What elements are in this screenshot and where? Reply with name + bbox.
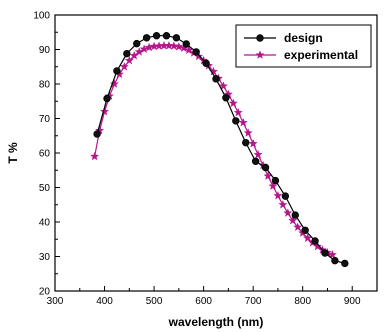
data-point-design bbox=[113, 67, 121, 75]
x-axis-title: wavelength (nm) bbox=[168, 315, 264, 329]
data-point-experimental bbox=[90, 151, 100, 161]
data-point-experimental bbox=[99, 106, 110, 116]
x-tick-label: 600 bbox=[195, 296, 212, 307]
legend-entry-design: design bbox=[244, 31, 323, 45]
data-point-design bbox=[182, 40, 190, 48]
data-point-experimental bbox=[288, 215, 298, 225]
x-tick-label: 800 bbox=[294, 296, 311, 307]
data-point-design bbox=[232, 117, 240, 125]
legend-marker-symbol bbox=[255, 50, 265, 59]
data-point-design bbox=[152, 32, 161, 40]
legend-box bbox=[235, 24, 372, 68]
data-point-design bbox=[271, 176, 280, 185]
data-point-experimental bbox=[263, 171, 273, 180]
data-point-experimental bbox=[248, 138, 258, 148]
data-point-experimental bbox=[238, 117, 248, 127]
data-point-experimental bbox=[293, 222, 303, 232]
legend-marker-symbol bbox=[256, 34, 264, 42]
data-point-design bbox=[281, 192, 290, 200]
data-point-experimental bbox=[228, 98, 238, 108]
data-point-experimental bbox=[243, 128, 253, 137]
data-point-experimental bbox=[273, 191, 283, 200]
y-tick-label: 30 bbox=[39, 252, 51, 263]
data-point-experimental bbox=[124, 55, 134, 65]
x-tick-label: 900 bbox=[344, 296, 361, 307]
data-point-design bbox=[341, 259, 349, 268]
data-point-design bbox=[301, 226, 309, 234]
data-point-experimental bbox=[109, 79, 119, 88]
data-point-design bbox=[142, 34, 151, 42]
data-point-design bbox=[261, 163, 270, 172]
data-point-design bbox=[251, 157, 260, 165]
data-point-experimental bbox=[218, 81, 228, 90]
data-point-experimental bbox=[233, 107, 243, 117]
data-point-experimental bbox=[313, 241, 323, 251]
data-point-design bbox=[222, 94, 230, 102]
data-point-design bbox=[291, 211, 299, 219]
x-axis-ticks: 300 400 500 600 700 800 900 bbox=[47, 286, 361, 307]
series-design bbox=[93, 32, 349, 268]
x-tick-label: 700 bbox=[245, 296, 262, 307]
y-axis-ticks: 20 30 40 50 60 70 80 90 100 bbox=[33, 11, 60, 298]
y-tick-label: 100 bbox=[33, 11, 50, 22]
data-point-experimental bbox=[268, 181, 278, 190]
y-axis-title: T % bbox=[6, 142, 20, 164]
legend-entry-experimental: experimental bbox=[244, 48, 358, 62]
data-point-experimental bbox=[174, 41, 184, 51]
y-tick-label: 50 bbox=[39, 183, 51, 194]
y-tick-label: 90 bbox=[39, 45, 51, 56]
y-tick-label: 70 bbox=[39, 114, 51, 125]
data-point-design bbox=[93, 130, 101, 138]
data-point-experimental bbox=[253, 149, 263, 159]
legend-label-experimental: experimental bbox=[284, 48, 358, 62]
data-point-design bbox=[321, 249, 329, 257]
y-tick-label: 80 bbox=[39, 80, 51, 91]
x-tick-label: 400 bbox=[96, 296, 113, 307]
y-tick-label: 20 bbox=[39, 287, 51, 298]
y-tick-label: 40 bbox=[39, 218, 51, 229]
plot-area-frame bbox=[54, 14, 378, 292]
data-point-design bbox=[123, 49, 131, 58]
data-point-experimental bbox=[283, 208, 293, 217]
data-point-experimental bbox=[119, 61, 129, 71]
legend-marker-experimental bbox=[255, 50, 265, 59]
data-point-design bbox=[242, 138, 250, 147]
data-point-design bbox=[212, 75, 220, 83]
y-tick-label: 60 bbox=[39, 149, 51, 160]
data-point-design bbox=[311, 237, 319, 245]
legend-marker-design bbox=[256, 34, 264, 42]
data-point-experimental bbox=[278, 199, 288, 209]
data-point-design bbox=[331, 256, 339, 265]
legend: design experimental bbox=[235, 24, 372, 68]
data-point-experimental bbox=[327, 250, 337, 259]
data-point-design bbox=[103, 94, 111, 103]
data-point-experimental bbox=[164, 40, 174, 50]
x-tick-label: 500 bbox=[146, 296, 163, 307]
data-point-design bbox=[133, 39, 141, 48]
x-tick-label: 300 bbox=[47, 296, 64, 307]
data-point-design bbox=[162, 32, 171, 40]
data-point-design bbox=[172, 34, 181, 42]
legend-label-design: design bbox=[284, 31, 323, 45]
data-point-design bbox=[192, 48, 200, 56]
data-point-design bbox=[202, 59, 210, 67]
series-layer bbox=[90, 32, 349, 268]
data-point-experimental bbox=[169, 41, 179, 50]
